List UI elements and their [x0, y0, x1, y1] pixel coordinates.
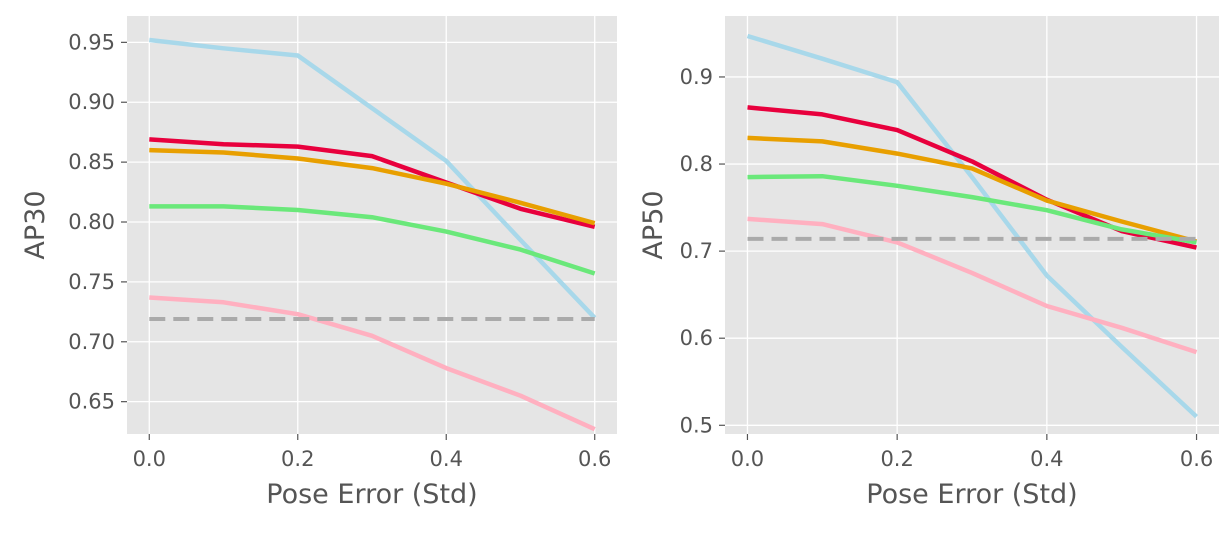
chart-ap30: 0.65 0.70 0.75 0.80 0.85 0.90 0.95 0.0 0.2 0.4 0.6… [20, 16, 617, 510]
x-tick-label: 0.6 [578, 447, 611, 471]
x-tick-label: 0.4 [1030, 447, 1063, 471]
series-line-light-blue [746, 33, 1199, 419]
x-tick-label: 0.0 [133, 447, 166, 471]
chart-ap50: 0.5 0.6 0.7 0.8 0.9 0.0 0.2 0.4 0.6 Pose Error (S… [638, 16, 1219, 510]
x-tick-label: 0.4 [430, 447, 463, 471]
y-axis-label: AP30 [20, 190, 51, 259]
y-tick-label: 0.65 [68, 390, 115, 414]
y-tick-label: 0.80 [68, 210, 115, 234]
y-axis-label: AP50 [638, 190, 669, 259]
x-tick-label: 0.2 [281, 447, 314, 471]
x-tick-label: 0.6 [1180, 447, 1213, 471]
x-axis-label: Pose Error (Std) [866, 479, 1077, 510]
y-tick-label: 0.7 [680, 239, 713, 263]
series-line-green [149, 204, 596, 276]
y-tick-label: 0.6 [680, 326, 713, 350]
series-line-green [747, 173, 1197, 245]
y-tick-label: 0.95 [68, 30, 115, 54]
y-tick-label: 0.75 [68, 270, 115, 294]
series-line-pink [747, 216, 1198, 355]
series-line-pink [149, 295, 596, 432]
x-tick-label: 0.0 [731, 447, 764, 471]
y-tick-label: 0.85 [68, 150, 115, 174]
x-axis-label: Pose Error (Std) [266, 479, 477, 510]
series-line-red [149, 137, 596, 229]
y-tick-label: 0.70 [68, 330, 115, 354]
series-line-light-blue [149, 37, 597, 320]
y-tick-label: 0.90 [68, 90, 115, 114]
plot-area [127, 16, 617, 434]
series-line-orange [149, 147, 596, 226]
series-line-orange [747, 135, 1198, 244]
y-tick-label: 0.9 [680, 65, 713, 89]
x-tick-label: 0.2 [880, 447, 913, 471]
y-tick-label: 0.5 [680, 413, 713, 437]
y-tick-label: 0.8 [680, 152, 713, 176]
